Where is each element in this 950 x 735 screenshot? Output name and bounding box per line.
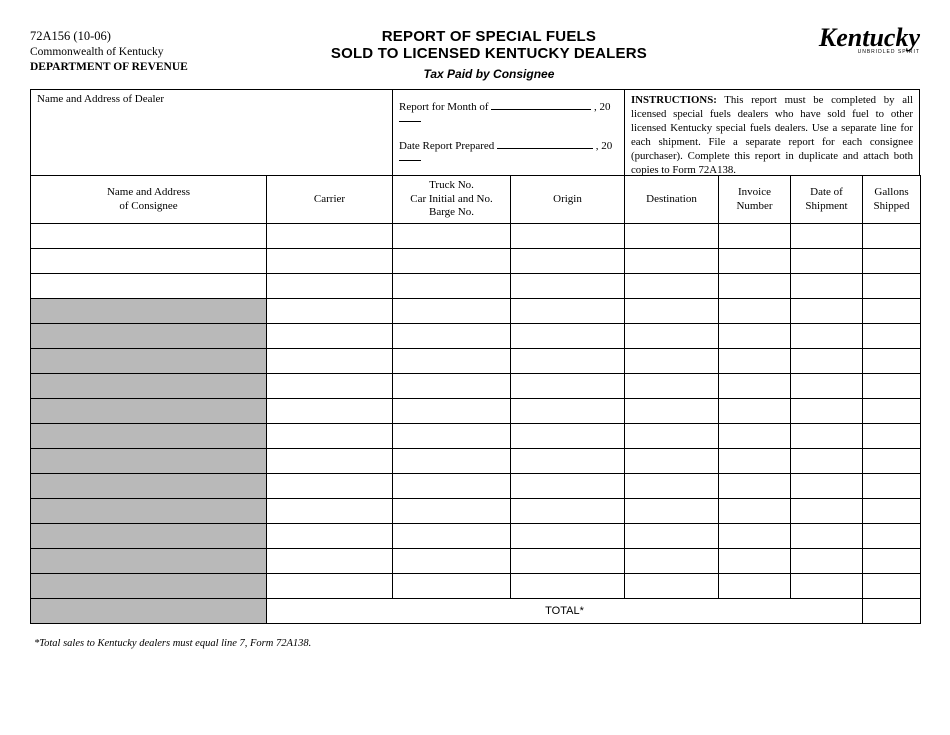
col-date: Date of Shipment xyxy=(791,176,863,224)
header-right: Kentucky UNBRIDLED SPIRIT xyxy=(790,28,920,55)
table-row[interactable] xyxy=(31,574,921,599)
top-info-boxes: Name and Address of Dealer Report for Mo… xyxy=(30,89,920,175)
table-row[interactable] xyxy=(31,324,921,349)
total-label: TOTAL* xyxy=(545,605,584,617)
total-label-cell: TOTAL* xyxy=(267,599,863,624)
table-row[interactable] xyxy=(31,274,921,299)
dealer-name-address-box[interactable]: Name and Address of Dealer xyxy=(31,90,393,175)
col-truck: Truck No. Car Initial and No. Barge No. xyxy=(393,176,511,224)
table-row[interactable] xyxy=(31,249,921,274)
table-row[interactable] xyxy=(31,399,921,424)
instructions-box: INSTRUCTIONS: This report must be comple… xyxy=(625,90,919,175)
col-destination: Destination xyxy=(625,176,719,224)
title-line1: REPORT OF SPECIAL FUELS xyxy=(188,28,790,45)
col-carrier-label: Carrier xyxy=(314,193,345,205)
table-row[interactable] xyxy=(31,424,921,449)
table-row[interactable] xyxy=(31,449,921,474)
form-page: 72A156 (10-06) Commonwealth of Kentucky … xyxy=(0,0,950,659)
total-shade-cell xyxy=(31,599,267,624)
table-row[interactable] xyxy=(31,374,921,399)
table-row[interactable] xyxy=(31,499,921,524)
col-gallons: Gallons Shipped xyxy=(863,176,921,224)
title-line2: SOLD TO LICENSED KENTUCKY DEALERS xyxy=(188,45,790,62)
logo-text: Kentucky xyxy=(790,28,920,49)
date-prepared-year-field[interactable] xyxy=(399,160,421,161)
total-value-cell[interactable] xyxy=(863,599,921,624)
header-left: 72A156 (10-06) Commonwealth of Kentucky … xyxy=(30,28,188,75)
date-prepared-field[interactable] xyxy=(497,148,593,149)
report-month-field[interactable] xyxy=(491,109,591,110)
col-gallons-label: Gallons Shipped xyxy=(873,186,909,212)
table-row[interactable] xyxy=(31,349,921,374)
table-row[interactable] xyxy=(31,299,921,324)
report-month-line[interactable]: Report for Month of , 20 xyxy=(399,101,618,125)
col-date-label: Date of Shipment xyxy=(805,186,847,212)
instructions-text: This report must be completed by all lic… xyxy=(631,94,913,176)
header: 72A156 (10-06) Commonwealth of Kentucky … xyxy=(30,28,920,81)
total-row: TOTAL* xyxy=(31,599,921,624)
year-prefix-2: , 20 xyxy=(596,140,613,152)
jurisdiction: Commonwealth of Kentucky xyxy=(30,45,188,60)
report-month-label: Report for Month of xyxy=(399,101,489,113)
date-prepared-line[interactable]: Date Report Prepared , 20 xyxy=(399,140,618,164)
col-invoice: Invoice Number xyxy=(719,176,791,224)
table-row[interactable] xyxy=(31,524,921,549)
department: DEPARTMENT OF REVENUE xyxy=(30,60,188,75)
table-header-row: Name and Address of Consignee Carrier Tr… xyxy=(31,176,921,224)
col-consignee-label: Name and Address of Consignee xyxy=(107,186,190,212)
footnote: *Total sales to Kentucky dealers must eq… xyxy=(34,638,920,649)
report-year-field[interactable] xyxy=(399,121,421,122)
col-origin-label: Origin xyxy=(553,193,582,205)
table-row[interactable] xyxy=(31,549,921,574)
col-consignee: Name and Address of Consignee xyxy=(31,176,267,224)
col-invoice-label: Invoice Number xyxy=(736,186,772,212)
col-destination-label: Destination xyxy=(646,193,697,205)
subtitle: Tax Paid by Consignee xyxy=(188,67,790,81)
col-truck-label: Truck No. Car Initial and No. Barge No. xyxy=(410,179,492,219)
table-row[interactable] xyxy=(31,224,921,249)
form-number: 72A156 (10-06) xyxy=(30,28,188,44)
col-carrier: Carrier xyxy=(267,176,393,224)
year-prefix-1: , 20 xyxy=(594,101,611,113)
table-row[interactable] xyxy=(31,474,921,499)
instructions-label: INSTRUCTIONS: xyxy=(631,94,717,106)
table-body: TOTAL* xyxy=(31,224,921,624)
dealer-label: Name and Address of Dealer xyxy=(37,93,164,105)
report-period-box: Report for Month of , 20 Date Report Pre… xyxy=(393,90,625,175)
shipments-table: Name and Address of Consignee Carrier Tr… xyxy=(30,175,921,624)
col-origin: Origin xyxy=(511,176,625,224)
date-prepared-label: Date Report Prepared xyxy=(399,140,494,152)
header-center: REPORT OF SPECIAL FUELS SOLD TO LICENSED… xyxy=(188,28,790,81)
